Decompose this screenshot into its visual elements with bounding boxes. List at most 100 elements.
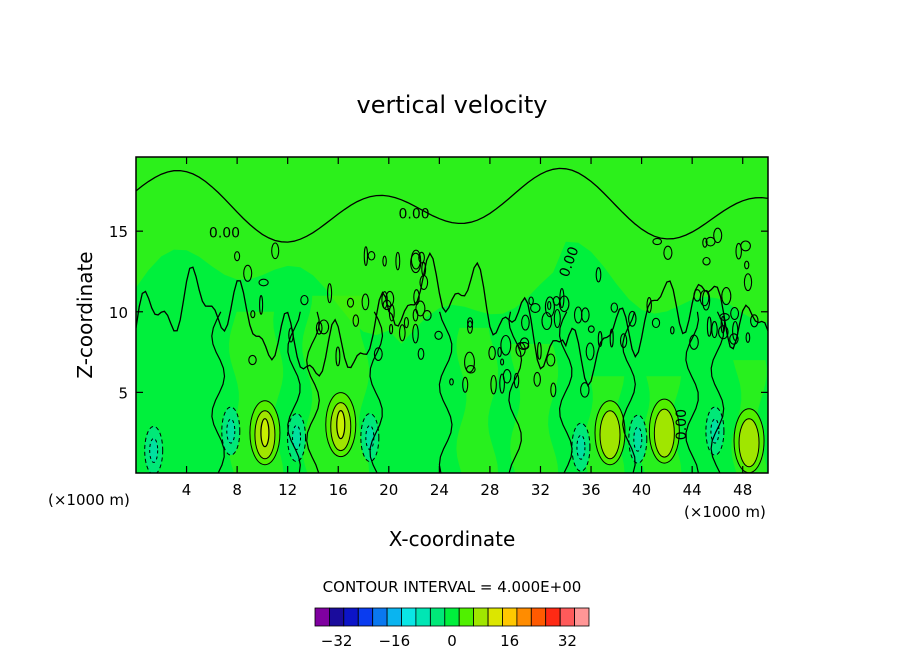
eddy-contour — [382, 255, 387, 267]
x-tick-label: 24 — [430, 481, 449, 499]
x-tick-label: 8 — [232, 481, 242, 499]
updraft-peak — [260, 418, 270, 448]
colorbar-swatch — [372, 607, 388, 627]
downdraft-core — [226, 418, 236, 444]
downdraft-core — [292, 425, 302, 451]
colorbar-swatch — [545, 607, 561, 627]
eddy-contour — [250, 310, 256, 319]
eddy-contour — [518, 341, 530, 350]
eddy-contour — [521, 314, 530, 331]
colorbar-swatch — [328, 607, 345, 627]
eddy-contour — [417, 347, 425, 360]
eddy-contour — [412, 308, 419, 322]
eddy-contour — [467, 317, 474, 328]
eddy-contour — [346, 297, 355, 308]
colorbar-tick-label: −16 — [378, 632, 410, 650]
downdraft-core — [149, 437, 159, 463]
eddy-contour — [718, 325, 729, 340]
eddy-contour — [628, 310, 637, 327]
contour-interval-text: CONTOUR INTERVAL = 4.000E+00 — [323, 578, 582, 596]
eddy-contour — [646, 297, 652, 314]
eddy-contour — [395, 251, 401, 271]
x-axis-label: X-coordinate — [389, 527, 516, 551]
updraft-peak — [336, 410, 346, 440]
zero-contour-main — [136, 252, 768, 387]
x-tick-label: 12 — [278, 481, 297, 499]
eddy-contour — [388, 304, 395, 322]
eddy-contour — [720, 316, 726, 334]
eddy-contour — [528, 296, 534, 306]
eddy-contour — [389, 323, 394, 335]
colorbar-swatch — [487, 607, 503, 627]
eddy-contour — [573, 306, 583, 324]
downdraft-core — [633, 426, 643, 452]
x-tick-label: 4 — [182, 481, 192, 499]
colorbar-swatch — [401, 607, 417, 627]
eddy-contour — [706, 316, 712, 337]
eddy-contour — [500, 334, 512, 356]
eddy-contour — [248, 354, 257, 366]
colorbar-swatch — [429, 607, 446, 627]
colorbar-swatch — [357, 607, 374, 627]
eddy-contour — [689, 334, 699, 350]
eddy-contour — [335, 346, 341, 367]
plot-area — [136, 157, 768, 473]
contour-value-label: 0.00 — [209, 226, 240, 242]
colorbar-swatch — [530, 607, 547, 627]
eddy-contour — [465, 365, 476, 374]
x-axis: 4 8 12 16 20 24 28 32 36 40 44 48 — [182, 157, 752, 499]
eddy-contour — [488, 345, 496, 361]
eddy-contour — [744, 260, 750, 270]
x-tick-label: 44 — [683, 481, 702, 499]
column-contour — [287, 311, 301, 473]
eddy-contour — [467, 320, 473, 334]
eddy-contour — [403, 316, 409, 329]
updraft-core — [653, 408, 675, 458]
colorbar-swatch — [502, 607, 518, 627]
colorbar-swatch — [559, 607, 576, 627]
x-tick-label: 40 — [632, 481, 651, 499]
eddy-contour — [500, 358, 505, 366]
plume-2 — [456, 327, 499, 473]
eddy-contour — [547, 300, 552, 311]
column-contour — [622, 311, 636, 473]
x-unit-right: (×1000 m) — [684, 503, 766, 521]
eddy-contour — [352, 314, 360, 327]
column-contour — [306, 311, 320, 473]
y-tick-label: 15 — [109, 223, 128, 241]
zero-contour-upper — [136, 167, 768, 243]
eddy-contour — [327, 283, 333, 304]
eddy-contour — [651, 317, 661, 329]
upper-positive-region — [136, 157, 768, 344]
eddy-contour — [499, 373, 505, 394]
contour-value-label: 0.00 — [399, 206, 430, 222]
downdraft-core — [710, 418, 720, 444]
eddy-contour — [367, 251, 376, 261]
eddy-contour — [243, 264, 253, 282]
column-contour — [558, 311, 573, 473]
eddy-contour — [288, 327, 294, 343]
x-tick-label: 32 — [531, 481, 550, 499]
eddy-contour — [652, 237, 663, 246]
column-contour — [369, 311, 384, 473]
updraft-core — [599, 410, 621, 460]
eddy-contour — [315, 321, 323, 335]
eddy-contour — [595, 267, 602, 283]
eddy-contour — [300, 294, 309, 306]
eddy-contour — [735, 242, 742, 260]
eddy-contour — [373, 347, 383, 361]
eddy-contour — [513, 372, 520, 389]
eddy-contour — [553, 308, 561, 329]
colorbar-tick-label: 32 — [558, 632, 577, 650]
eddy-contour — [730, 306, 740, 321]
column-contour — [438, 311, 453, 473]
eddy-contour — [434, 330, 443, 340]
eddy-contour — [610, 302, 619, 313]
y-axis: 5 10 15 — [109, 223, 768, 402]
eddy-contour — [259, 294, 264, 315]
eddy-contour — [597, 331, 603, 347]
colorbar-swatch — [386, 607, 402, 627]
colorbar-swatch — [415, 607, 431, 627]
colorbar-swatch — [314, 607, 330, 627]
eddy-contour — [541, 311, 553, 331]
